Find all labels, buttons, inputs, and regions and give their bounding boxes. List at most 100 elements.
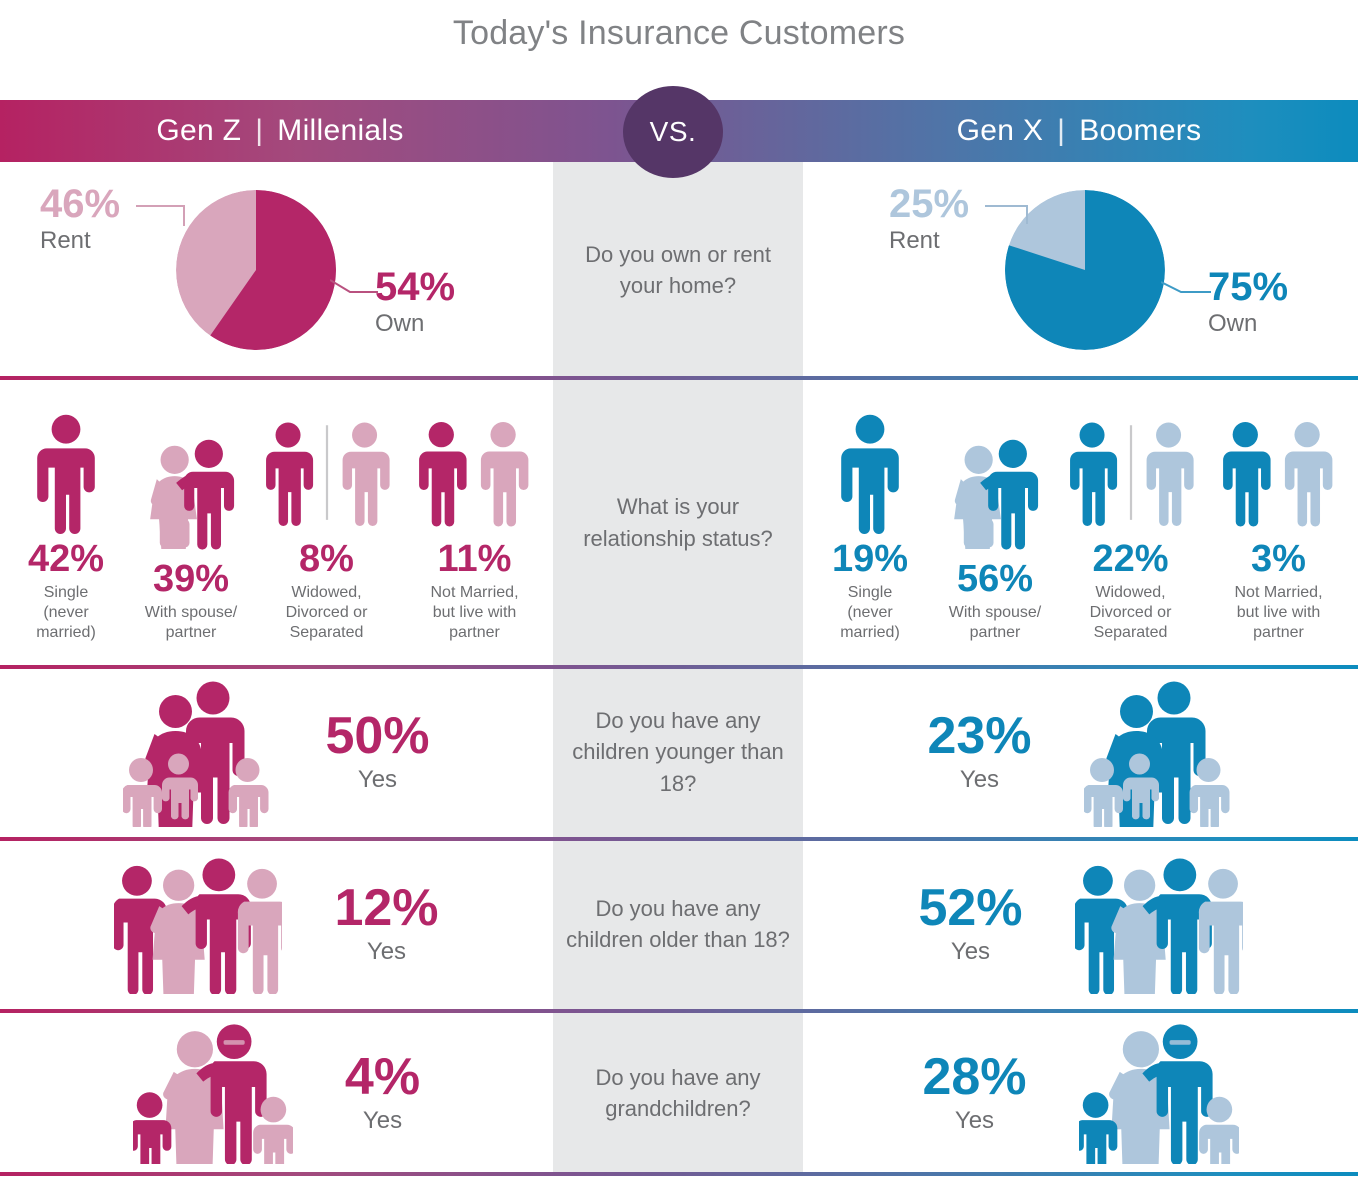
big-percent: 50% [325,707,430,765]
stat-cell: 22% Widowed, Divorced or Separated [1058,402,1204,644]
children-younger-right-panel: 23% Yes [803,669,1358,835]
question-grandchildren: Do you have any grandchildren? [553,1013,803,1173]
grandchildren-left-value: 4% Yes [345,1051,420,1135]
big-label: Yes [362,1107,403,1134]
stat-percent: 39% [152,557,230,600]
big-percent: 52% [918,879,1023,937]
children-younger-right-value: 23% Yes [927,710,1031,794]
question-children-younger: Do you have any children younger than 18… [553,669,803,835]
family-adult-children-icon [114,858,283,994]
left-rent-label: Rent [40,227,91,254]
stat-cell: 42% Single (never married) [4,402,129,644]
couple-icon [150,439,235,550]
leader-line-right-own [1161,281,1211,293]
header-left-separator: | [255,114,264,147]
stat-percent: 42% [27,537,105,580]
couple-icon-group [139,422,243,554]
question-relationship-text: What is your relationship status? [583,494,773,551]
stat-percent: 19% [831,537,909,580]
pie-chart-right-home [1005,190,1165,350]
callout-left-rent: 46% Rent [40,184,120,256]
home-left-panel: 46% Rent 54% Own [0,162,553,378]
big-label: Yes [959,766,1000,793]
person-single-icon-group [838,402,902,534]
children-older-left-value: 12% Yes [334,882,438,966]
divider-rule-3 [0,837,1358,841]
stat-label: Widowed, Divorced or Separated [285,584,368,642]
stat-label: Widowed, Divorced or Separated [1089,584,1172,642]
stat-cell: 3% Not Married, but live with partner [1204,402,1354,644]
big-label: Yes [366,938,407,965]
together-pair-icon-group [1220,402,1338,534]
children-older-left-panel: 12% Yes [0,841,553,1007]
right-own-percent: 75% [1208,265,1289,309]
left-rent-percent: 46% [40,182,121,226]
grandchildren-right-panel: 28% Yes [803,1013,1358,1173]
row-children-younger: 50% Yes Do you have any children younger… [0,669,1358,835]
grandchildren-right-content: 28% Yes [922,1022,1239,1164]
relationship-right-stats: 19% Single (never married) [808,402,1354,644]
relationship-left-stats: 42% Single (never married) [4,402,550,644]
question-grandchildren-text: Do you have any grandchildren? [595,1064,761,1121]
relationship-right-panel: 19% Single (never married) [803,380,1358,665]
leader-line-left-rent [136,205,185,226]
stat-percent: 8% [299,537,354,580]
stat-cell: 56% With spouse/ partner [933,422,1058,644]
question-home: Do you own or rent your home? [553,162,803,378]
right-own-label: Own [1208,310,1258,337]
children-younger-left-panel: 50% Yes [0,669,553,835]
separated-pair-icon [1069,422,1194,526]
stat-percent: 56% [956,557,1034,600]
person-icon [841,414,899,534]
divider-rule-bottom [0,1172,1358,1176]
grandchildren-right-value: 28% Yes [922,1051,1026,1135]
header-left-group: Gen Z | Millenials [0,100,560,162]
family-adult-children-icon [1074,858,1243,994]
left-own-percent: 54% [375,265,456,309]
big-percent: 12% [334,879,439,937]
row-children-older: 12% Yes Do you have any children older t… [0,841,1358,1007]
stat-cell: 39% With spouse/ partner [129,422,254,644]
together-pair-icon-group [416,402,534,534]
stat-cell: 8% Widowed, Divorced or Separated [254,402,400,644]
together-pair-icon [418,421,528,527]
family-with-baby-icon [123,681,269,827]
question-children-younger-text: Do you have any children younger than 18… [572,708,784,796]
callout-right-own: 75% Own [1208,267,1288,339]
header-right-separator: | [1057,114,1066,147]
stat-label: Not Married, but live with partner [430,584,519,642]
children-younger-left-content: 50% Yes [123,677,430,827]
header-right-gen: Gen X [956,114,1044,147]
couple-icon-group [943,422,1047,554]
divider-rule-4 [0,1009,1358,1013]
stat-percent: 3% [1251,537,1306,580]
person-icon [37,414,95,534]
big-percent: 4% [344,1048,421,1106]
big-percent: 28% [922,1048,1027,1106]
stat-label: Single (never married) [36,584,96,642]
stat-cell: 11% Not Married, but live with partner [400,402,550,644]
right-rent-percent: 25% [889,182,970,226]
callout-right-rent: 25% Rent [889,184,969,256]
children-older-right-panel: 52% Yes [803,841,1358,1007]
big-label: Yes [950,938,991,965]
big-label: Yes [954,1107,995,1134]
couple-icon [954,439,1039,550]
leader-line-left-own [330,279,378,293]
children-older-right-content: 52% Yes [918,854,1243,994]
row-home-ownership: 46% Rent 54% Own Do you own or rent your… [0,162,1358,378]
question-relationship: What is your relationship status? [553,380,803,665]
relationship-left-panel: 42% Single (never married) [0,380,553,665]
family-with-baby-icon [1083,681,1230,827]
separated-pair-icon-group [1067,402,1195,534]
grandchildren-left-panel: 4% Yes [0,1013,553,1173]
children-older-left-content: 12% Yes [114,854,439,994]
person-single-icon-group [34,402,98,534]
header-left-gen2: Millenials [277,114,404,147]
children-older-right-value: 52% Yes [918,882,1022,966]
stat-label: Single (never married) [840,584,900,642]
header-right-gen2: Boomers [1079,114,1202,147]
row-relationship-status: 42% Single (never married) [0,380,1358,665]
stat-percent: 11% [437,537,512,580]
